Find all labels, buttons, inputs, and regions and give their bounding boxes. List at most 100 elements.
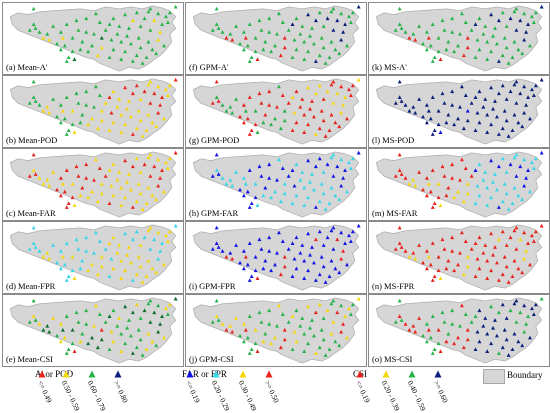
station-marker	[241, 30, 246, 34]
station-marker	[156, 256, 161, 261]
station-marker	[111, 120, 116, 125]
station-marker	[93, 157, 98, 162]
station-marker	[524, 103, 529, 107]
station-marker	[520, 197, 525, 202]
station-marker	[430, 95, 435, 99]
station-marker	[72, 349, 77, 353]
station-marker	[526, 95, 530, 99]
station-marker	[78, 266, 83, 271]
station-marker	[329, 258, 334, 263]
station-marker	[458, 104, 462, 109]
station-marker	[333, 339, 338, 344]
station-marker	[533, 83, 538, 88]
station-marker	[347, 160, 351, 165]
station-marker	[442, 101, 447, 105]
station-marker	[477, 266, 482, 271]
station-marker	[522, 230, 527, 235]
station-marker	[107, 22, 112, 26]
station-marker	[31, 298, 36, 303]
station-marker	[162, 116, 166, 121]
station-marker	[421, 333, 425, 338]
station-marker	[317, 156, 322, 161]
station-marker	[47, 37, 52, 42]
plateau-map	[375, 223, 544, 291]
station-marker	[72, 130, 77, 134]
station-marker	[158, 249, 163, 253]
station-marker	[461, 126, 466, 131]
station-marker	[148, 28, 153, 32]
station-marker	[533, 302, 538, 307]
station-marker	[164, 14, 168, 19]
station-marker	[339, 11, 344, 16]
station-marker	[496, 278, 501, 282]
station-marker	[130, 237, 135, 242]
station-marker	[214, 6, 219, 11]
station-marker	[485, 185, 490, 190]
station-marker	[210, 320, 215, 324]
station-marker	[329, 82, 334, 87]
station-marker	[317, 10, 322, 15]
station-marker	[156, 37, 161, 42]
station-marker	[333, 47, 338, 52]
station-marker	[99, 181, 104, 186]
station-marker	[456, 262, 460, 267]
plateau-boundary	[375, 224, 543, 291]
station-marker	[339, 256, 344, 261]
station-marker	[325, 16, 330, 21]
station-marker	[397, 152, 402, 157]
station-marker	[115, 323, 120, 328]
station-marker	[138, 243, 143, 247]
plateau-boundary	[375, 297, 543, 364]
station-marker	[302, 57, 307, 61]
station-marker	[76, 174, 81, 178]
legend-item-label: >= 0.50	[262, 379, 281, 405]
station-marker	[450, 16, 455, 21]
station-marker	[345, 43, 349, 48]
station-marker	[41, 108, 46, 113]
station-marker	[465, 108, 470, 113]
station-marker	[473, 314, 478, 318]
plateau-boundary	[9, 151, 177, 218]
station-marker	[356, 4, 361, 9]
station-marker	[321, 97, 326, 101]
station-marker	[144, 274, 149, 279]
station-marker	[154, 51, 159, 56]
station-marker	[341, 176, 346, 180]
station-marker	[436, 35, 441, 40]
station-marker	[27, 174, 32, 178]
station-marker	[306, 122, 311, 127]
station-marker	[459, 157, 464, 162]
station-marker	[58, 47, 63, 52]
station-marker	[286, 28, 291, 32]
station-marker	[90, 262, 94, 267]
station-marker	[514, 298, 519, 303]
station-marker	[452, 49, 457, 54]
station-marker	[465, 254, 470, 259]
station-marker	[300, 243, 305, 247]
station-marker	[152, 91, 157, 96]
station-marker	[539, 4, 544, 9]
station-marker	[261, 193, 266, 198]
station-marker	[64, 278, 69, 282]
station-marker	[475, 256, 480, 261]
station-marker	[119, 276, 124, 280]
station-marker	[156, 157, 161, 162]
station-marker	[241, 193, 246, 198]
station-marker	[220, 249, 225, 253]
legend-item: >= 0.60	[432, 370, 450, 410]
station-marker	[413, 256, 418, 261]
station-marker	[294, 308, 299, 313]
station-marker	[504, 337, 509, 342]
station-marker	[321, 243, 326, 247]
station-marker	[440, 91, 445, 96]
station-marker	[99, 337, 104, 342]
station-marker	[348, 93, 353, 98]
station-marker	[321, 264, 326, 269]
station-marker	[158, 322, 163, 326]
station-marker	[123, 195, 128, 200]
station-marker	[156, 230, 161, 235]
station-marker	[267, 30, 272, 34]
station-marker	[243, 181, 248, 186]
station-marker	[90, 43, 94, 48]
plateau-map	[375, 296, 544, 364]
